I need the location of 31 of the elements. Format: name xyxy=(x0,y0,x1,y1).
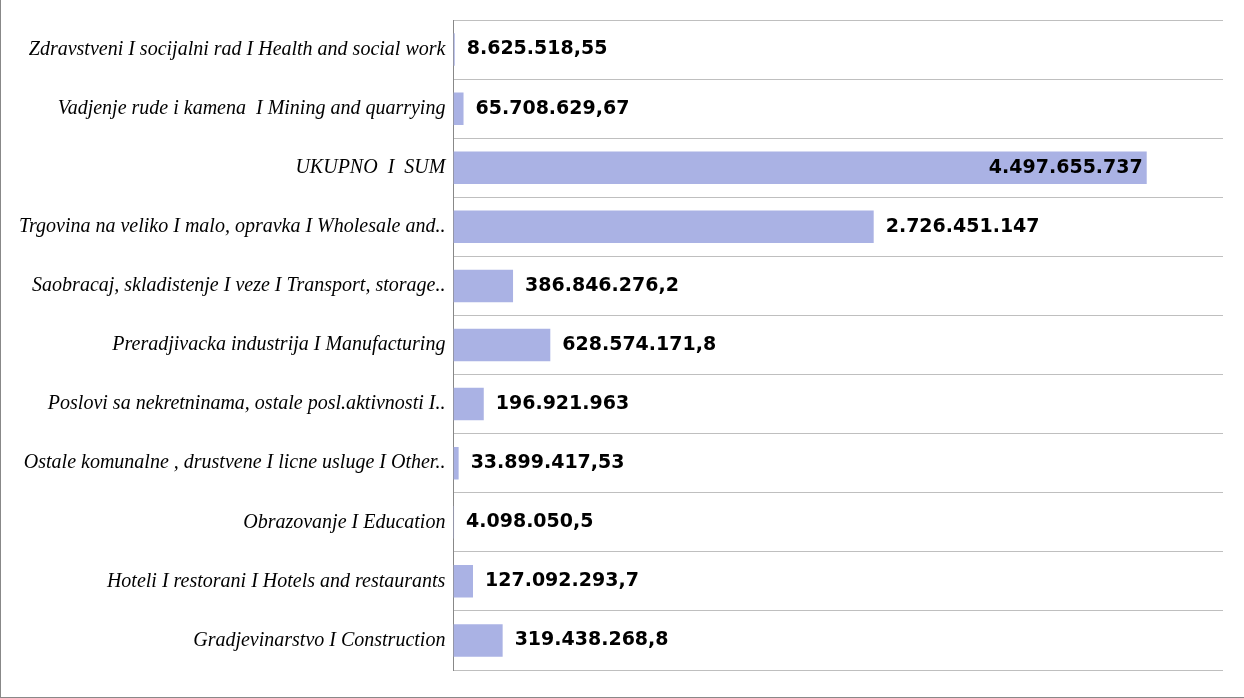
data-label: 33.899.417,53 xyxy=(470,450,625,473)
y-tick-label: UKUPNO I SUM xyxy=(295,154,447,177)
y-tick-label: Ostale komunalne , drustvene I licne usluge I Other.. xyxy=(23,450,446,474)
data-label: 628.574.171,8 xyxy=(562,331,717,354)
y-tick-label: Trgovina na veliko I malo, opravka I Wholesale and.. xyxy=(19,214,446,238)
y-tick-label: Zdravstveni I socijalni rad I Health and social work xyxy=(28,36,447,60)
data-label: 127.092.293,7 xyxy=(485,568,639,591)
y-tick-label: Gradjevinarstvo I Construction xyxy=(193,627,446,651)
bar xyxy=(453,269,514,303)
y-tick-label: Saobracaj, skladistenje I veze I Transport, storage.. xyxy=(32,273,446,297)
y-tick-label: Hoteli I restorani I Hotels and restaurants xyxy=(105,568,446,591)
y-tick-label: Poslovi sa nekretninama, ostale posl.aktivnosti I.. xyxy=(46,391,446,415)
data-label: 65.708.629,67 xyxy=(475,95,630,118)
bar xyxy=(453,446,459,480)
y-tick-label: Vadjenje rude i kamena I Mining and quarrying xyxy=(57,95,446,119)
bar xyxy=(453,387,484,421)
data-label: 2.726.451.147 xyxy=(885,213,1040,236)
data-label: 4.098.050,5 xyxy=(466,509,594,532)
data-label: 386.846.276,2 xyxy=(525,272,679,295)
bar xyxy=(453,565,473,598)
bar xyxy=(453,210,874,244)
bar xyxy=(453,328,551,362)
data-label: 8.625.518,55 xyxy=(466,36,608,59)
bar xyxy=(453,151,1147,184)
bar xyxy=(453,92,464,125)
data-label: 196.921.963 xyxy=(495,391,630,414)
y-tick-label: Preradjivacka industrija I Manufacturing xyxy=(111,332,446,356)
y-tick-label: Obrazovanje I Education xyxy=(243,509,446,533)
data-label: 4.497.655.737 xyxy=(988,154,1143,177)
bar xyxy=(453,624,503,657)
data-label: 319.438.268,8 xyxy=(514,627,669,650)
